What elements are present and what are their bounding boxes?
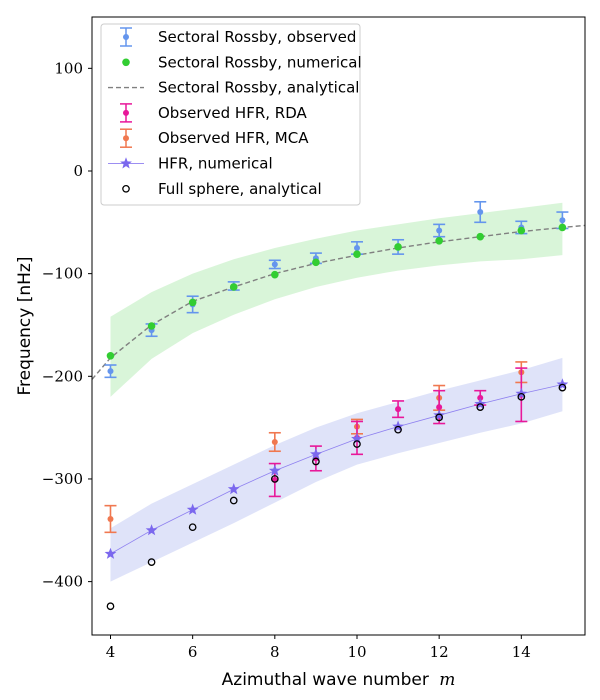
hfr-numerical-point (351, 432, 363, 444)
full-sphere-point (435, 413, 444, 422)
full-sphere-point (147, 558, 156, 566)
sectoral-numerical-point (229, 283, 238, 291)
hfr-numerical-point (186, 503, 199, 515)
sectoral-numerical-point (188, 298, 197, 307)
sectoral-numerical-point (476, 232, 485, 241)
x-tick-label: 4 (106, 643, 116, 661)
legend-items: Sectoral Rossby, observed Sectoral Rossby… (108, 27, 362, 198)
legend-item: Sectoral Rossby, observed (120, 27, 356, 47)
full-sphere-point (106, 602, 115, 611)
y-tick-label: −200 (42, 367, 83, 385)
sectoral-observed-point-point (477, 209, 484, 216)
legend-errorbar-point (123, 109, 129, 116)
x-tick-label: 14 (512, 643, 531, 661)
legend-label: Sectoral Rossby, observed (158, 28, 356, 46)
hfr-mca-point (268, 431, 281, 453)
legend-label: HFR, numerical (158, 155, 273, 173)
sectoral-observed-point-point (436, 227, 443, 234)
sectoral-numerical-point (558, 223, 567, 232)
x-axis-label-symbol: m (439, 670, 455, 690)
sectoral-numerical-point (147, 322, 156, 330)
hfr-mca-point-point (107, 515, 114, 522)
legend-item: Sectoral Rossby, analytical (108, 79, 359, 97)
y-tick-label: −400 (42, 573, 83, 591)
full-sphere-point (476, 403, 485, 411)
hfr-rda-point (392, 400, 405, 419)
sectoral-numerical-point (353, 250, 361, 258)
sectoral-observed-point (433, 223, 446, 238)
hfr-numerical-point (268, 464, 281, 476)
legend-item: Full sphere, analytical (122, 180, 322, 198)
legend-label: Observed HFR, MCA (158, 129, 309, 147)
x-tick-label: 10 (347, 643, 366, 661)
hfr-numerical-point (310, 448, 322, 460)
confidence-bands (110, 202, 563, 582)
sectoral-observed-point-point (559, 217, 566, 224)
hfr-numerical-point (227, 483, 240, 495)
hfr-band (110, 357, 563, 582)
legend-errorbar-point (123, 135, 129, 142)
y-axis-label: Frequency [nHz] (15, 257, 35, 396)
x-tick-label: 6 (188, 643, 198, 661)
legend-ring-icon (122, 184, 130, 193)
sectoral-numerical-point (271, 270, 279, 279)
hfr-numerical-point (145, 524, 158, 536)
sectoral-numerical-point (312, 258, 320, 267)
full-sphere-point (312, 457, 320, 466)
sectoral-observed-point (268, 259, 281, 270)
hfr-rda-point (433, 389, 446, 425)
sectoral-observed-point-point (353, 244, 360, 251)
x-axis-label: Azimuthal wave number m (222, 670, 456, 690)
sectoral-analytical-line (91, 224, 586, 380)
hfr-mca-point (104, 504, 117, 534)
sectoral-observed-point (104, 364, 117, 379)
legend-label: Sectoral Rossby, numerical (158, 53, 362, 71)
hfr-mca-point-point (271, 439, 278, 446)
hfr-rda-point-point (436, 404, 443, 411)
full-sphere-point (353, 440, 361, 448)
x-tick-label: 12 (430, 643, 449, 661)
legend: Sectoral Rossby, observed Sectoral Rossby… (100, 23, 362, 206)
legend-errorbar-point (123, 34, 129, 40)
data-markers (104, 200, 569, 611)
hfr-numerical-line (110, 384, 563, 555)
legend-box (100, 23, 361, 206)
legend-item: HFR, numerical (108, 155, 273, 173)
sectoral-observed-point-point (107, 368, 114, 375)
full-sphere-point (229, 496, 238, 505)
y-tick-label: 100 (54, 59, 83, 77)
full-sphere-point (394, 425, 402, 434)
x-axis-label-text: Azimuthal wave number (222, 670, 429, 690)
hfr-rda-point-point (395, 406, 402, 413)
legend-label: Full sphere, analytical (158, 180, 322, 198)
legend-star-icon (120, 157, 132, 169)
y-tick-label: 0 (73, 162, 83, 180)
y-tick-label: −300 (42, 470, 83, 488)
y-axis-ticks: 100 0 −100 −200 −300 −400 (42, 59, 92, 591)
sectoral-band (110, 202, 563, 397)
plot-frame (91, 16, 586, 636)
full-sphere-point (270, 475, 279, 483)
x-axis-ticks: 4 6 8 10 12 14 (106, 635, 531, 661)
legend-item: Observed HFR, MCA (120, 128, 309, 148)
sectoral-numerical-point (394, 243, 402, 251)
line-series (91, 224, 586, 555)
legend-item: Observed HFR, RDA (120, 103, 308, 123)
legend-dot-icon (122, 58, 130, 67)
full-sphere-point (188, 523, 197, 532)
full-sphere-point (517, 392, 526, 401)
hfr-numerical-point (104, 547, 117, 559)
full-sphere-point (558, 383, 567, 392)
legend-label: Sectoral Rossby, analytical (158, 79, 359, 97)
legend-item: Sectoral Rossby, numerical (122, 53, 362, 71)
sectoral-observed-point (474, 200, 487, 224)
legend-label: Observed HFR, RDA (158, 104, 308, 122)
sectoral-numerical-point (517, 226, 526, 235)
sectoral-observed-point-point (271, 261, 278, 268)
x-tick-label: 8 (270, 643, 280, 661)
sectoral-numerical-point (106, 351, 115, 360)
sectoral-numerical-point (435, 236, 443, 245)
y-tick-label: −100 (42, 265, 83, 283)
